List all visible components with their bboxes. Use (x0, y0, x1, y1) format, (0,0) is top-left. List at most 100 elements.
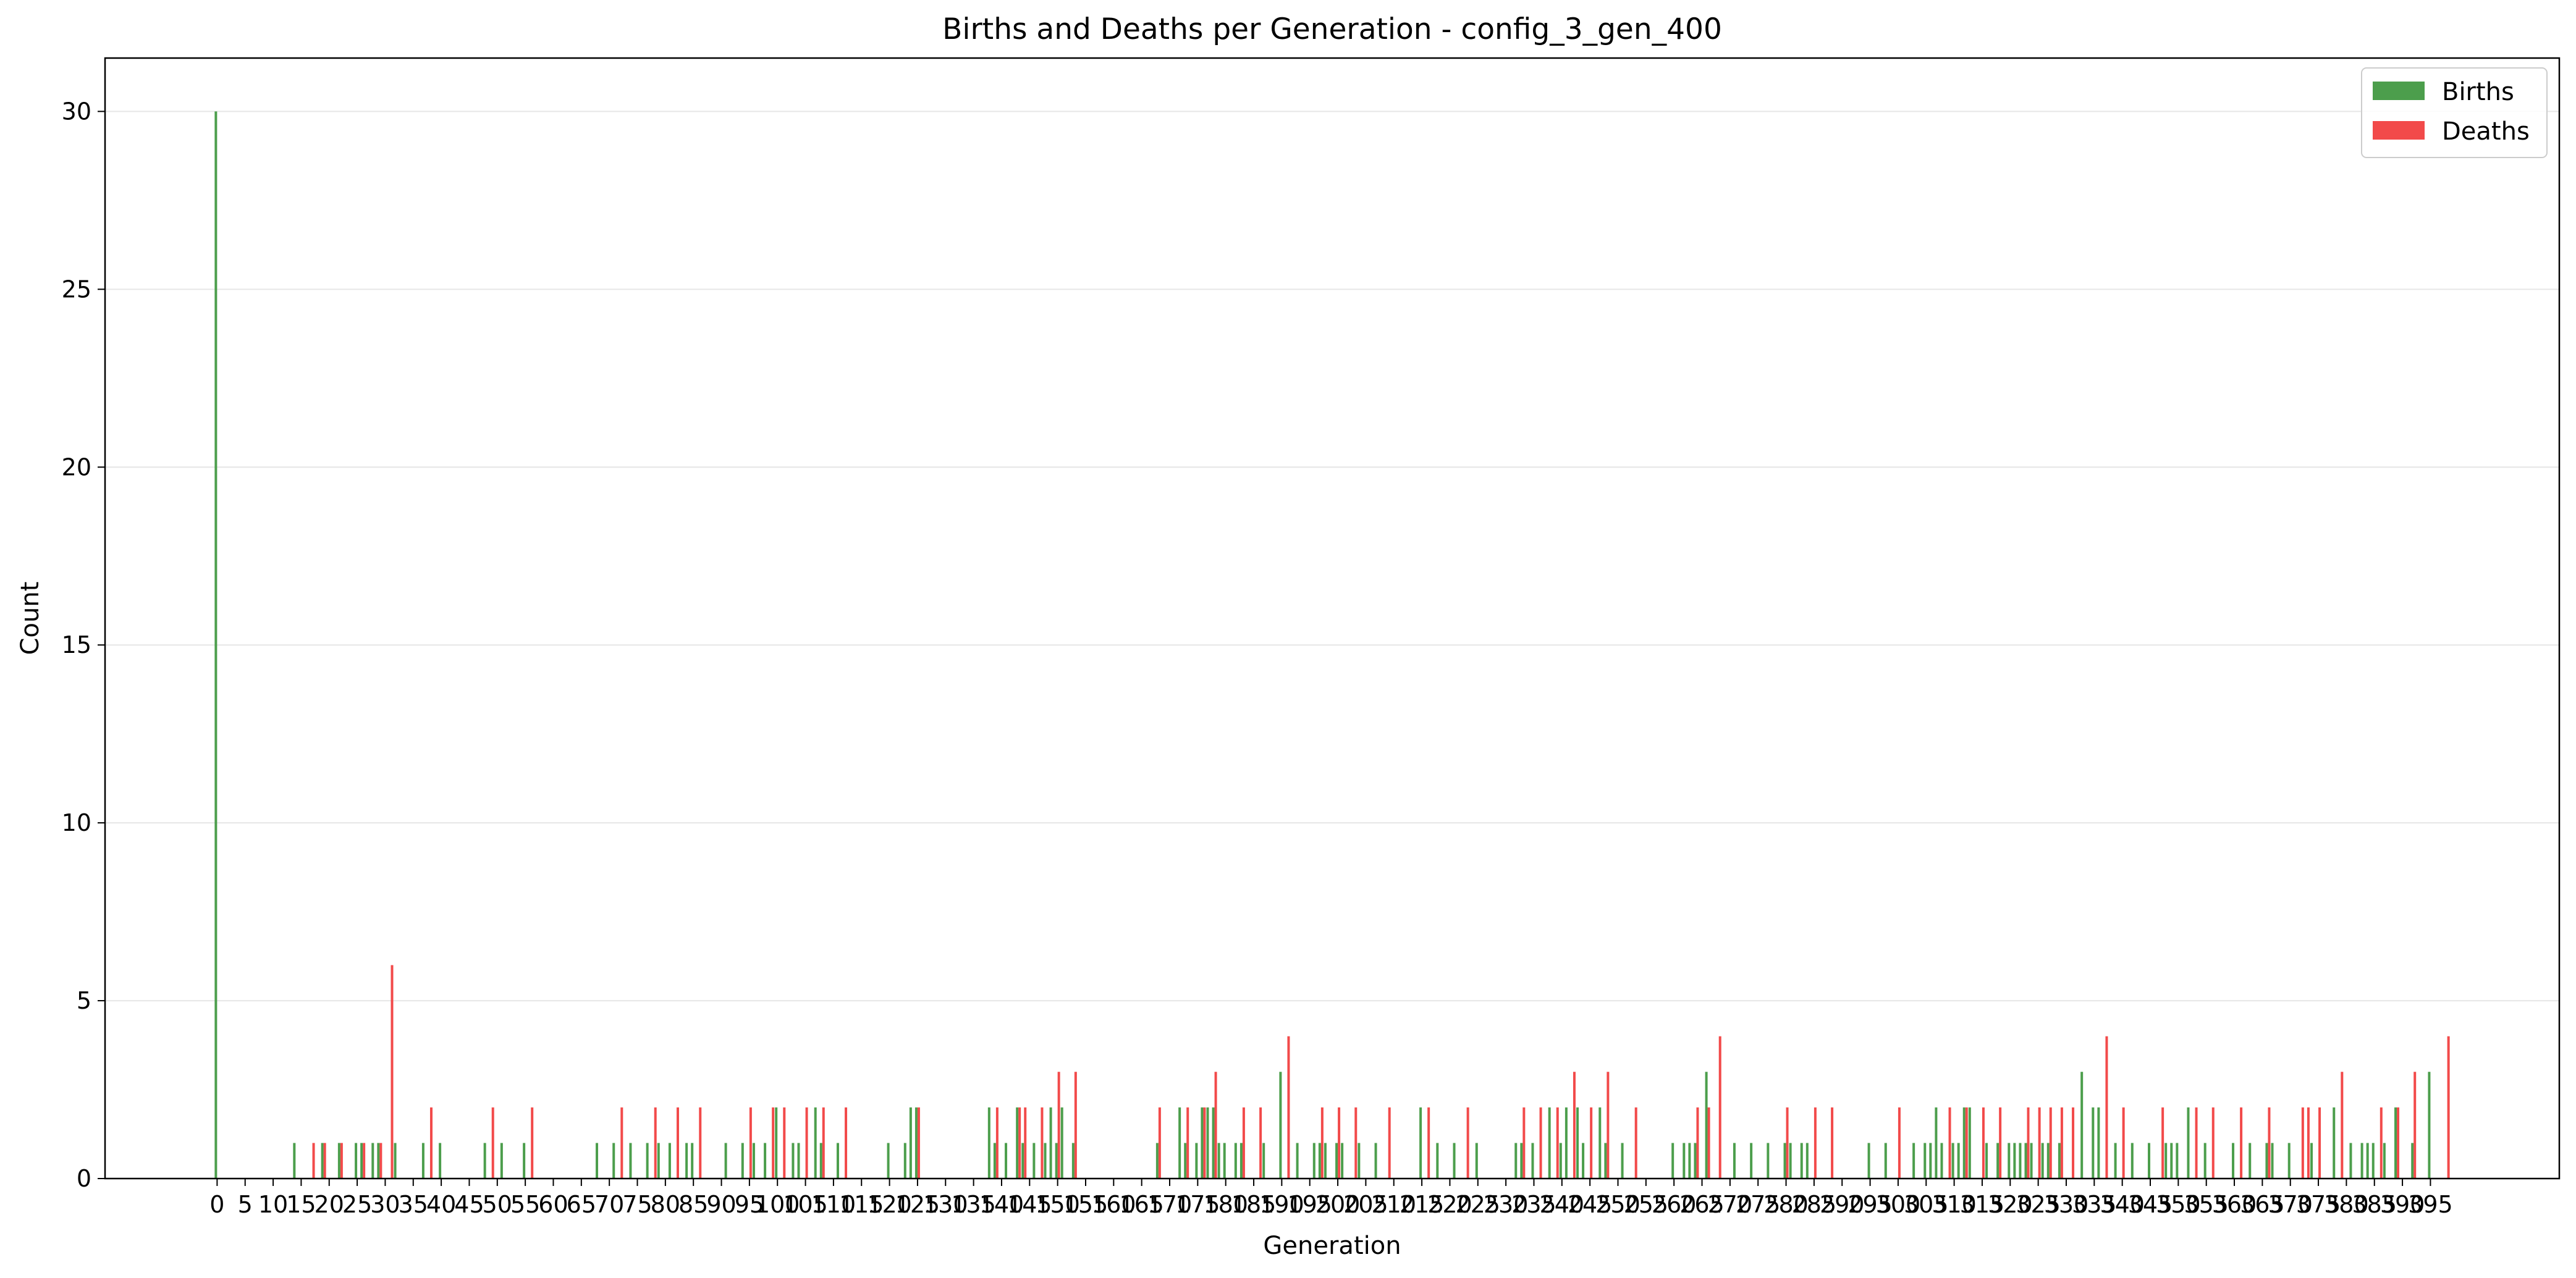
deaths-bar (2301, 1107, 2304, 1179)
births-bar (1049, 1107, 1052, 1179)
x-tick-label: 40 (426, 1191, 456, 1218)
births-bar (2008, 1143, 2011, 1179)
deaths-bar (699, 1107, 702, 1179)
deaths-bar (1320, 1107, 1324, 1179)
births-bar (1033, 1143, 1036, 1179)
births-bar (2114, 1143, 2117, 1179)
deaths-bar (2122, 1107, 2125, 1179)
births-bars (214, 111, 2431, 1179)
births-bar (2249, 1143, 2252, 1179)
x-tick-label: 295 (1848, 1191, 1893, 1218)
x-tick-label: 260 (1652, 1191, 1697, 1218)
births-bar (1548, 1107, 1551, 1179)
births-bar (1598, 1107, 1602, 1179)
deaths-bar (1556, 1107, 1559, 1179)
deaths-bar (363, 1143, 366, 1179)
x-tick-label: 0 (209, 1191, 224, 1218)
x-tick-label: 305 (1904, 1191, 1949, 1218)
x-tick-label: 340 (2100, 1191, 2145, 1218)
x-tick-label: 365 (2240, 1191, 2285, 1218)
births-bar (2394, 1107, 2397, 1179)
deaths-bar (1786, 1107, 1789, 1179)
births-bar (1060, 1107, 1063, 1179)
deaths-bar (491, 1107, 494, 1179)
deaths-bar (2341, 1072, 2344, 1179)
deaths-bar (531, 1107, 534, 1179)
births-bar (1789, 1143, 1792, 1179)
births-bar (371, 1143, 374, 1179)
births-bar (355, 1143, 358, 1179)
deaths-bar (1242, 1107, 1245, 1179)
births-bar (2176, 1143, 2179, 1179)
y-axis-ticks: 0 5 10 15 20 25 30 (62, 98, 105, 1192)
births-bar (2265, 1143, 2268, 1179)
births-bar (1940, 1143, 1943, 1179)
births-bar (2024, 1143, 2027, 1179)
deaths-bar (1590, 1107, 1593, 1179)
deaths-bar (772, 1107, 775, 1179)
deaths-bar (749, 1107, 752, 1179)
deaths-bar (917, 1107, 920, 1179)
births-bar (1419, 1107, 1422, 1179)
births-bar (2170, 1143, 2173, 1179)
births-bar (1212, 1107, 1215, 1179)
y-tick-label: 10 (62, 809, 91, 836)
births-bar (1968, 1107, 1971, 1179)
legend-swatch-deaths (2373, 121, 2425, 140)
births-bar (2232, 1143, 2235, 1179)
births-bar (612, 1143, 615, 1179)
births-bar (1318, 1143, 1321, 1179)
deaths-bar (2268, 1107, 2271, 1179)
births-bar (2046, 1143, 2050, 1179)
births-bar (1559, 1143, 1562, 1179)
births-bar (1223, 1143, 1226, 1179)
births-bar (903, 1143, 906, 1179)
births-bar (792, 1143, 795, 1179)
x-axis-label: Generation (1263, 1232, 1401, 1260)
births-bar (2080, 1072, 2084, 1179)
births-bar (1805, 1143, 1809, 1179)
births-bar (2130, 1143, 2134, 1179)
births-bar (1996, 1143, 2000, 1179)
deaths-bar (1814, 1107, 1817, 1179)
births-bar (2092, 1107, 2095, 1179)
births-bar (500, 1143, 503, 1179)
x-axis-ticks: 0 5 10152025303540455055606570758085909510… (209, 1179, 2453, 1218)
deaths-bar (2195, 1107, 2198, 1179)
x-tick-label: 50 (483, 1191, 512, 1218)
x-tick-label: 15 (286, 1191, 316, 1218)
x-tick-label: 150 (1035, 1191, 1080, 1218)
x-tick-label: 390 (2380, 1191, 2425, 1218)
births-bar (993, 1143, 996, 1179)
births-bar (1576, 1107, 1579, 1179)
births-bar (909, 1107, 912, 1179)
deaths-bar (1522, 1107, 1526, 1179)
births-bar (775, 1107, 778, 1179)
x-tick-label: 200 (1315, 1191, 1361, 1218)
births-bar (1312, 1143, 1315, 1179)
x-tick-label: 190 (1259, 1191, 1304, 1218)
x-tick-label: 125 (895, 1191, 940, 1218)
x-tick-label: 145 (1007, 1191, 1052, 1218)
x-tick-label: 290 (1820, 1191, 1865, 1218)
births-bar (421, 1143, 424, 1179)
deaths-bar (2211, 1107, 2215, 1179)
births-bar (2097, 1107, 2100, 1179)
deaths-bar (1041, 1107, 1044, 1179)
births-bar (836, 1143, 839, 1179)
births-bar (2371, 1143, 2375, 1179)
x-tick-label: 350 (2156, 1191, 2201, 1218)
births-bar (741, 1143, 744, 1179)
deaths-bar (1354, 1107, 1358, 1179)
deaths-bar (995, 1107, 999, 1179)
deaths-bar (1898, 1107, 1901, 1179)
deaths-bar (1024, 1107, 1027, 1179)
births-bar (1951, 1143, 1954, 1179)
births-bar (2428, 1072, 2431, 1179)
x-tick-label: 75 (622, 1191, 652, 1218)
births-bar (394, 1143, 397, 1179)
births-bar (2366, 1143, 2369, 1179)
x-tick-label: 325 (2016, 1191, 2061, 1218)
births-bar (1962, 1107, 1966, 1179)
x-tick-label: 165 (1119, 1191, 1164, 1218)
